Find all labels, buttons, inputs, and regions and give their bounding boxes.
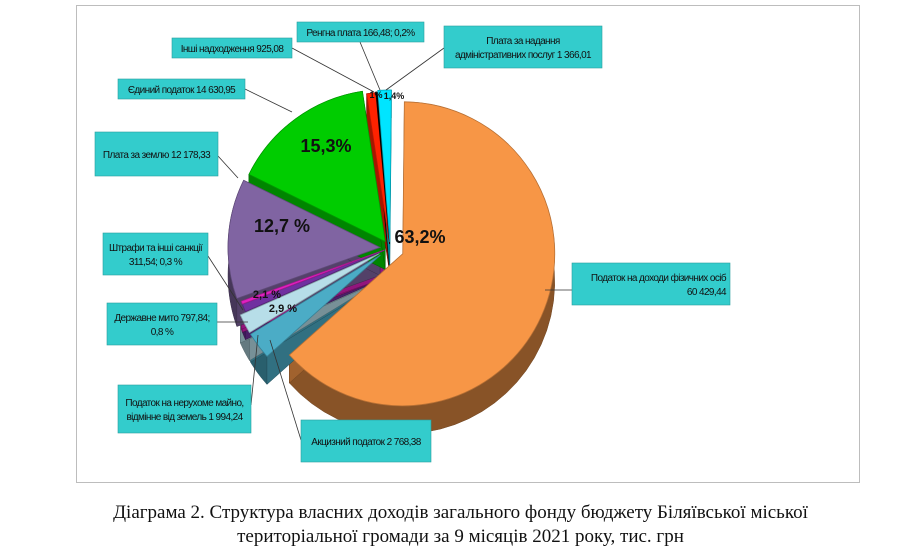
percent-label-1: 2,9 % (269, 303, 297, 315)
figure-caption-line-2: територіальної громади за 9 місяців 2021… (237, 526, 684, 547)
pie-slice-2 (239, 253, 380, 334)
percent-label-0: 63,2% (394, 227, 445, 247)
callout-text-admin-1: адміністративних послуг 1 366,01 (455, 50, 592, 61)
leader-line-renta (359, 41, 381, 91)
callout-text-maino-0: Податок на нерухоме майно, (125, 398, 243, 409)
callout-box-shtraf (102, 232, 209, 276)
figure-caption-line-1: Діаграма 2. Структура власних доходів за… (113, 502, 808, 523)
percent-label-7: 1% (369, 90, 382, 100)
leader-line-yedynyi (244, 88, 293, 113)
percent-label-2: 2,1 % (253, 289, 281, 301)
callout-text-akcyz-0: Акцизний податок 2 768,38 (311, 437, 421, 448)
leader-line-admin (385, 47, 445, 91)
callout-text-shtraf-1: 311,54; 0,3 % (129, 257, 183, 268)
callout-box-myto (106, 302, 218, 346)
pie-slice-4 (240, 249, 385, 305)
callout-maino: Податок на нерухоме майно, відмінне від з… (117, 334, 259, 434)
callout-inshi: Інші надходження 925,08 (171, 37, 375, 93)
callout-text-myto-0: Державне мито 797,84; (114, 313, 209, 324)
callout-text-zemlia-0: Плата за землю 12 178,33 (103, 150, 211, 161)
pie-slice-0 (288, 101, 556, 407)
pie-slices (227, 89, 556, 407)
callout-admin: Плата за надання адміністративних послуг … (385, 25, 603, 91)
callout-box-admin (443, 25, 603, 69)
callout-akcyz: Акцизний податок 2 768,38 (269, 339, 432, 463)
pie-slice-1 (249, 254, 381, 357)
pie-slice-9 (377, 89, 392, 243)
callout-pdfo: Податок на доходи фізичних осіб 60 429,44 (545, 262, 731, 306)
percent-labels: 63,2% 2,9 % 2,1 % 12,7 % 15,3% 1% 1,4% (253, 90, 446, 315)
leader-line-inshi (291, 47, 375, 93)
callout-text-admin-0: Плата за надання (486, 36, 560, 47)
pie-slice-5 (227, 179, 382, 300)
callout-text-pdfo-1: 60 429,44 (687, 287, 727, 298)
callout-text-pdfo-0: Податок на доходи фізичних осіб (591, 272, 727, 284)
callout-box-inshi (171, 37, 293, 59)
callout-text-renta-0: Ренгна плата 166,48; 0,2% (306, 28, 415, 39)
percent-label-6: 15,3% (300, 136, 351, 156)
callout-box-maino (117, 384, 252, 434)
percent-label-9: 1,4% (384, 91, 405, 101)
callout-box-renta (296, 21, 425, 43)
callout-text-maino-1: відмінне від земель 1 994,24 (126, 412, 243, 423)
pie-slice-6 (248, 90, 386, 243)
callout-box-pdfo (571, 262, 731, 306)
callout-text-shtraf-0: Штрафи та інші санкції (109, 242, 203, 254)
callout-myto: Державне мито 797,84; 0,8 % (106, 302, 248, 346)
leader-line-akcyz (269, 339, 302, 441)
callouts: Податок на доходи фізичних осіб 60 429,44… (94, 21, 731, 463)
callout-text-myto-1: 0,8 % (151, 327, 174, 338)
leader-line-shtraf (207, 255, 244, 311)
callout-shtraf: Штрафи та інші санкції 311,54; 0,3 % (102, 232, 244, 311)
callout-renta: Ренгна плата 166,48; 0,2% (296, 21, 425, 91)
callout-box-yedynyi (117, 78, 246, 100)
callout-box-akcyz (300, 419, 432, 463)
callout-box-zemlia (94, 131, 219, 177)
leader-line-maino (250, 334, 259, 406)
callout-zemlia: Плата за землю 12 178,33 (94, 131, 239, 179)
callout-text-inshi-0: Інші надходження 925,08 (181, 44, 285, 55)
callout-yedynyi: Єдиний податок 14 630,95 (117, 78, 293, 113)
leader-line-zemlia (217, 155, 239, 179)
percent-label-5: 12,7 % (254, 216, 310, 236)
callout-text-yedynyi-0: Єдиний податок 14 630,95 (128, 85, 236, 96)
